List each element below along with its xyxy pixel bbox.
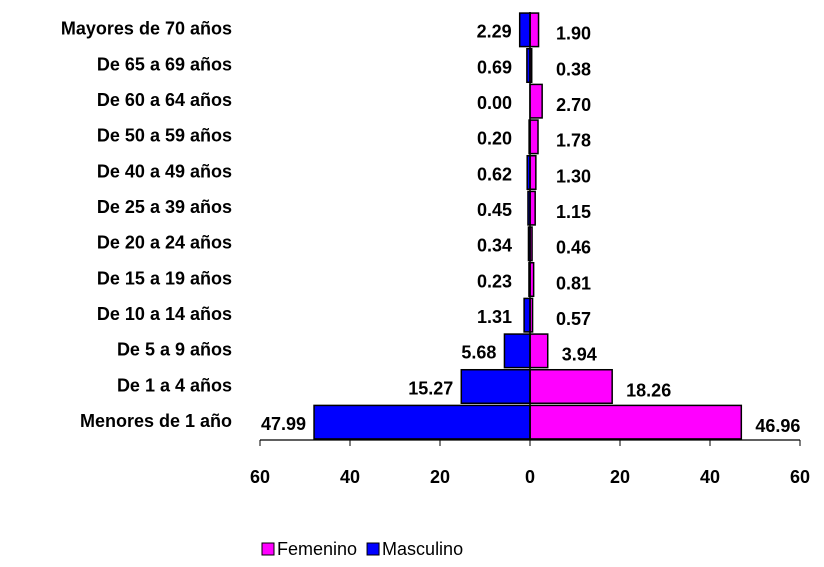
value-label: 5.68 [461,343,496,363]
category-label: De 50 a 59 años [97,126,232,146]
value-label: 2.29 [477,22,512,42]
x-tick-label: 20 [610,467,630,487]
category-label: De 65 a 69 años [97,54,232,74]
x-tick-label: 0 [525,467,535,487]
value-label: 47.99 [261,414,306,434]
value-label: 0.62 [477,164,512,184]
bar [503,333,531,369]
bar [529,404,743,440]
value-label: 0.38 [556,59,591,79]
value-label: 0.20 [477,129,512,149]
category-label: Mayores de 70 años [61,19,232,39]
bar [529,333,549,369]
legend-swatch [261,542,275,556]
category-label: De 20 a 24 años [97,233,232,253]
bar [523,297,531,333]
x-tick-label: 40 [340,467,360,487]
value-label: 18.26 [626,380,671,400]
value-label: 1.90 [556,24,591,44]
value-label: 15.27 [408,378,453,398]
bar [460,368,531,405]
legend-label: Masculino [382,539,463,559]
category-label: De 15 a 19 años [97,268,232,288]
category-label: De 40 a 49 años [97,161,232,181]
bar [529,154,537,191]
value-label: 2.70 [556,95,591,115]
value-label: 0.00 [477,93,512,113]
x-tick-label: 20 [430,467,450,487]
category-label: De 5 a 9 años [117,340,232,360]
legend-label: Femenino [277,539,357,559]
value-label: 0.46 [556,238,591,258]
legend-swatch [366,542,380,556]
category-label: De 60 a 64 años [97,90,232,110]
bar [518,12,531,48]
bar [529,368,613,405]
value-label: 0.34 [477,236,512,256]
bar [529,190,536,226]
value-label: 0.45 [477,200,512,220]
bar [529,83,543,119]
value-label: 0.69 [477,57,512,77]
value-label: 46.96 [755,416,800,436]
category-label: Menores de 1 año [80,411,232,431]
x-tick-label: 60 [790,467,810,487]
value-label: 0.57 [556,309,591,329]
value-label: 0.23 [477,271,512,291]
bar [529,12,540,48]
x-tick-label: 60 [250,467,270,487]
value-label: 1.31 [477,307,512,327]
value-label: 1.30 [556,166,591,186]
category-label: De 10 a 14 años [97,304,232,324]
bar [313,404,531,440]
bar [529,119,539,155]
value-label: 1.78 [556,131,591,151]
value-label: 1.15 [556,202,591,222]
category-label: De 1 a 4 años [117,375,232,395]
value-label: 0.81 [556,273,591,293]
x-tick-label: 40 [700,467,720,487]
value-label: 3.94 [562,345,597,365]
category-label: De 25 a 39 años [97,197,232,217]
